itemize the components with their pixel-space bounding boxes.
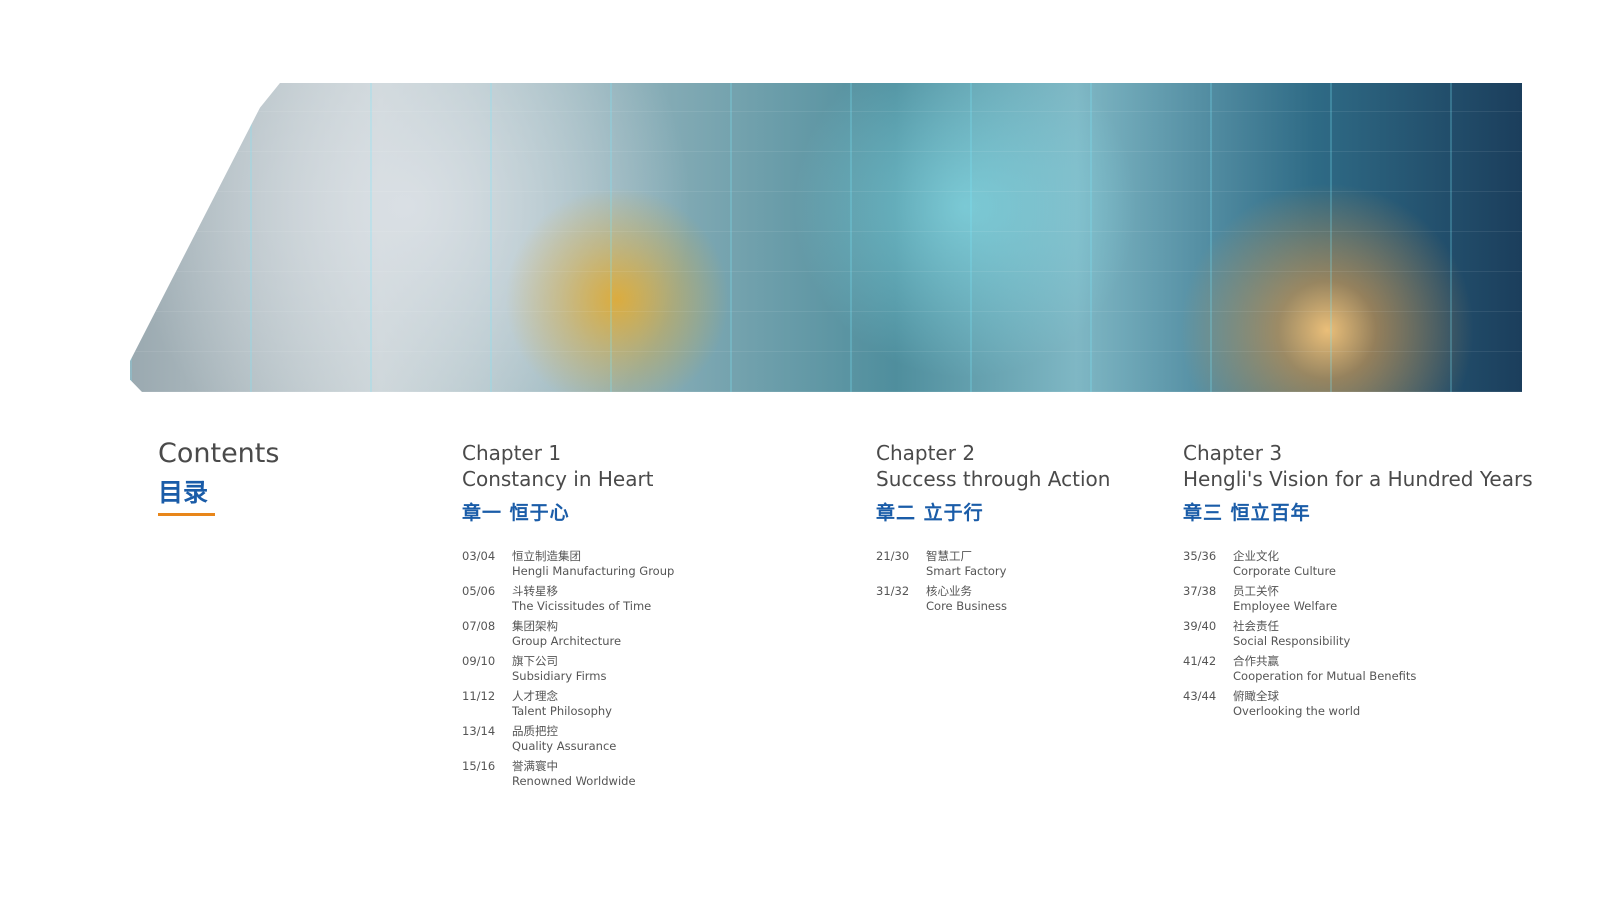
toc-label-en: Corporate Culture [1233, 564, 1337, 578]
toc-pages: 05/06 [462, 584, 496, 598]
toc-label-en: Talent Philosophy [512, 704, 612, 718]
chapter-number: Chapter 3 [1183, 441, 1283, 465]
toc-item[interactable]: 07/08 集团架构 Group Architecture [462, 619, 674, 654]
banner-image [130, 83, 1522, 392]
toc-label-zh: 旗下公司 [512, 654, 558, 668]
toc-pages: 41/42 [1183, 654, 1217, 668]
toc-item[interactable]: 13/14 品质把控 Quality Assurance [462, 724, 674, 759]
toc-label-zh: 斗转星移 [512, 584, 558, 598]
toc-label-en: Overlooking the world [1233, 704, 1361, 718]
toc-label-zh: 核心业务 [926, 584, 972, 598]
toc-label-en: Employee Welfare [1233, 599, 1338, 613]
chapter-title: Constancy in Heart [462, 467, 654, 491]
toc-label-en: Cooperation for Mutual Benefits [1233, 669, 1417, 683]
accent-underline [158, 513, 215, 516]
toc-item[interactable]: 21/30 智慧工厂 Smart Factory [876, 549, 1110, 584]
toc-item[interactable]: 03/04 恒立制造集团 Hengli Manufacturing Group [462, 549, 674, 584]
contents-heading: Contents 目录 [158, 438, 279, 516]
toc-pages: 31/32 [876, 584, 910, 598]
toc-item[interactable]: 31/32 核心业务 Core Business [876, 584, 1110, 619]
toc-item[interactable]: 37/38 员工关怀 Employee Welfare [1183, 584, 1533, 619]
chapter-title-zh: 章三 恒立百年 [1183, 502, 1311, 524]
toc-label-zh: 俯瞰全球 [1233, 689, 1279, 703]
toc-label-en: Hengli Manufacturing Group [512, 564, 675, 578]
toc-item[interactable]: 39/40 社会责任 Social Responsibility [1183, 619, 1533, 654]
chapter-1: Chapter 1 Constancy in Heart 章一 恒于心 03/0… [462, 440, 674, 794]
chapter-number: Chapter 2 [876, 441, 976, 465]
toc-label-zh: 智慧工厂 [926, 549, 972, 563]
toc-pages: 39/40 [1183, 619, 1217, 633]
toc-label-en: Group Architecture [512, 634, 622, 648]
toc-label-zh: 恒立制造集团 [512, 549, 581, 563]
toc-label-en: Smart Factory [926, 564, 1007, 578]
toc-label-en: Core Business [926, 599, 1007, 613]
toc-label-en: Social Responsibility [1233, 634, 1351, 648]
toc-label-en: Renowned Worldwide [512, 774, 636, 788]
chapter-3: Chapter 3 Hengli's Vision for a Hundred … [1183, 440, 1533, 724]
chapter-2: Chapter 2 Success through Action 章二 立于行 … [876, 440, 1110, 619]
toc-pages: 07/08 [462, 619, 496, 633]
toc-label-en: The Vicissitudes of Time [512, 599, 652, 613]
toc-pages: 11/12 [462, 689, 496, 703]
toc-label-zh: 企业文化 [1233, 549, 1279, 563]
banner-overlay [130, 83, 1522, 392]
toc-pages: 09/10 [462, 654, 496, 668]
toc-pages: 21/30 [876, 549, 910, 563]
contents-title-en: Contents [158, 438, 280, 469]
toc-item[interactable]: 11/12 人才理念 Talent Philosophy [462, 689, 674, 724]
toc-label-zh: 人才理念 [512, 689, 558, 703]
toc-label-zh: 集团架构 [512, 619, 558, 633]
toc-pages: 37/38 [1183, 584, 1217, 598]
chapter-title: Success through Action [876, 467, 1111, 491]
toc-label-zh: 员工关怀 [1233, 584, 1279, 598]
chapter-number: Chapter 1 [462, 441, 562, 465]
toc-pages: 35/36 [1183, 549, 1217, 563]
toc-label-zh: 誉满寰中 [512, 759, 558, 773]
toc-item[interactable]: 05/06 斗转星移 The Vicissitudes of Time [462, 584, 674, 619]
toc-label-zh: 品质把控 [512, 724, 558, 738]
toc-pages: 13/14 [462, 724, 496, 738]
toc-label-zh: 社会责任 [1233, 619, 1279, 633]
chapter-title-zh: 章一 恒于心 [462, 502, 570, 524]
toc-item[interactable]: 43/44 俯瞰全球 Overlooking the world [1183, 689, 1533, 724]
toc-item[interactable]: 35/36 企业文化 Corporate Culture [1183, 549, 1533, 584]
toc-label-en: Quality Assurance [512, 739, 617, 753]
toc-item[interactable]: 15/16 誉满寰中 Renowned Worldwide [462, 759, 674, 794]
toc-pages: 43/44 [1183, 689, 1217, 703]
toc-item[interactable]: 09/10 旗下公司 Subsidiary Firms [462, 654, 674, 689]
chapter-title: Hengli's Vision for a Hundred Years [1183, 467, 1533, 491]
toc-item[interactable]: 41/42 合作共赢 Cooperation for Mutual Benefi… [1183, 654, 1533, 689]
contents-title-zh: 目录 [158, 478, 209, 507]
toc-pages: 03/04 [462, 549, 496, 563]
chapter-title-zh: 章二 立于行 [876, 502, 984, 524]
toc-label-en: Subsidiary Firms [512, 669, 607, 683]
toc-pages: 15/16 [462, 759, 496, 773]
toc-label-zh: 合作共赢 [1233, 654, 1279, 668]
